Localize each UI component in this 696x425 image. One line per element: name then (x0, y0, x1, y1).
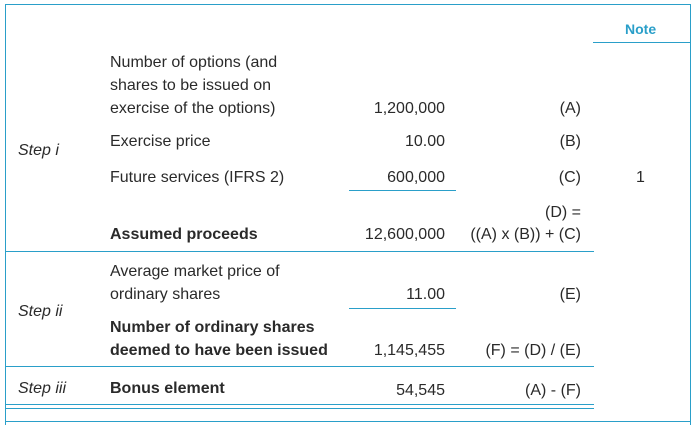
row-options-label-line-2: shares to be issued on (110, 77, 271, 94)
avg-price-underline (349, 308, 456, 309)
row-exercise-price-value: 10.00 (404, 133, 445, 150)
step-ii-label: Step ii (18, 303, 63, 320)
step-iii-label: Step iii (18, 380, 67, 397)
row-bonus-element-ref: (A) - (F) (525, 382, 581, 399)
left-border (5, 4, 6, 425)
row-assumed-proceeds-value: 12,600,000 (364, 226, 445, 243)
step-ii-divider (5, 366, 594, 367)
row-avg-market-price-label-line-1: Average market price of (110, 263, 280, 280)
note-header-underline (593, 42, 690, 43)
row-assumed-proceeds-ref-line-1: (D) = (545, 204, 581, 221)
row-shares-deemed-label-line-2: deemed to have been issued (110, 342, 328, 359)
row-future-services-label: Future services (IFRS 2) (110, 169, 285, 186)
row-options-value: 1,200,000 (373, 100, 445, 117)
step-i-label: Step i (18, 142, 59, 159)
row-shares-deemed-value: 1,145,455 (373, 342, 445, 359)
right-border (690, 4, 691, 425)
bottom-border (5, 421, 691, 422)
row-options-label-line-1: Number of options (and (110, 54, 278, 71)
row-future-services-value: 600,000 (387, 169, 445, 186)
row-avg-market-price-value: 11.00 (406, 286, 445, 303)
top-border (5, 4, 691, 5)
total-double-line-2 (5, 408, 594, 409)
note-column-header: Note (625, 21, 657, 37)
row-exercise-price-ref: (B) (559, 133, 581, 150)
total-double-line-1 (5, 404, 594, 405)
row-assumed-proceeds-label: Assumed proceeds (110, 226, 258, 243)
row-future-services-note: 1 (636, 169, 645, 186)
row-bonus-element-label: Bonus element (110, 380, 225, 397)
row-bonus-element-value: 54,545 (396, 382, 445, 399)
row-options-label-line-3: exercise of the options) (110, 100, 276, 117)
row-avg-market-price-label-line-2: ordinary shares (110, 286, 221, 303)
row-exercise-price-label: Exercise price (110, 133, 211, 150)
row-shares-deemed-label-line-1: Number of ordinary shares (110, 319, 315, 336)
row-shares-deemed-ref: (F) = (D) / (E) (485, 342, 581, 359)
row-assumed-proceeds-ref-line-2: ((A) x (B)) + (C) (470, 226, 581, 243)
row-future-services-ref: (C) (558, 169, 581, 186)
subtotal-underline (349, 190, 456, 191)
row-options-ref: (A) (559, 100, 581, 117)
row-avg-market-price-ref: (E) (559, 286, 581, 303)
step-i-divider (5, 251, 594, 252)
